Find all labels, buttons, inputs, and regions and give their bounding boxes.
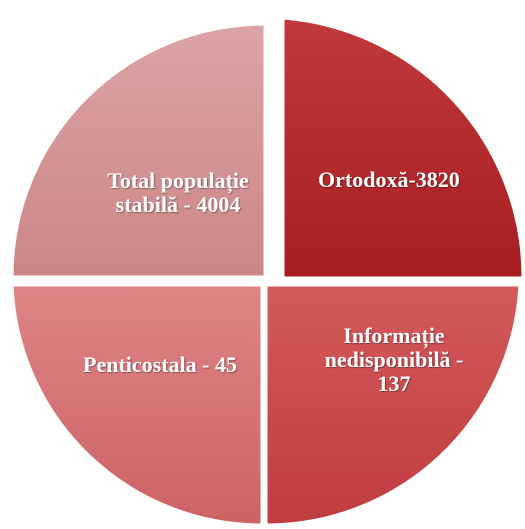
segment-bottom-left	[10, 283, 264, 527]
segment-top-left	[10, 22, 267, 279]
node-label: Total populație stabilă - 4004	[107, 168, 249, 217]
node-label: Penticostala - 45	[83, 352, 237, 377]
node-label: Informație nedisponibilă - 137	[324, 323, 464, 396]
node-label: Ortodoxă-3820	[318, 167, 460, 192]
segment-top-right	[281, 16, 525, 280]
segment-bottom-right	[264, 283, 522, 527]
